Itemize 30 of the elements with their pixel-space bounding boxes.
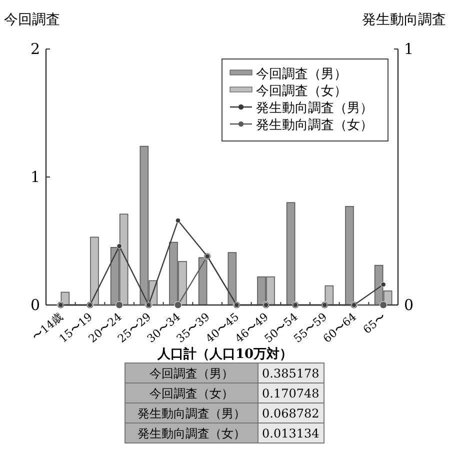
y2-tick-label: 1: [404, 40, 414, 58]
legend-label: 発生動向調査（男）: [256, 101, 373, 116]
point: [380, 282, 386, 288]
point: [116, 243, 122, 249]
legend-label: 発生動向調査（女）: [256, 118, 373, 133]
y2-axis-title: 発生動向調査: [362, 12, 446, 28]
point: [174, 301, 182, 309]
bar: [345, 206, 354, 306]
point: [175, 218, 181, 224]
text: 0.385178: [262, 366, 320, 380]
y-tick-label: 2: [30, 40, 40, 58]
legend-label: 今回調査（女）: [256, 84, 347, 99]
text: 発生動向調査（女）: [138, 426, 246, 440]
x-tick-label: 65〜: [360, 310, 388, 336]
y-tick-label: 1: [30, 168, 40, 186]
point: [116, 301, 124, 309]
y-axis-title: 今回調査: [4, 12, 60, 28]
bar: [286, 202, 296, 306]
text: 0.068782: [262, 406, 320, 420]
text: 0.170748: [262, 386, 320, 400]
y2-tick-label: 0: [404, 296, 414, 314]
text: 0.013134: [262, 426, 320, 440]
text: 今回調査（女）: [150, 386, 234, 400]
text: 発生動向調査（男）: [138, 406, 246, 420]
y-tick-label: 0: [30, 296, 40, 314]
text: 今回調査（男）: [150, 366, 234, 380]
bar: [228, 252, 237, 306]
text: 人口計（人口10万対）: [156, 346, 293, 362]
point: [380, 301, 388, 309]
legend-label: 今回調査（男）: [256, 67, 347, 82]
